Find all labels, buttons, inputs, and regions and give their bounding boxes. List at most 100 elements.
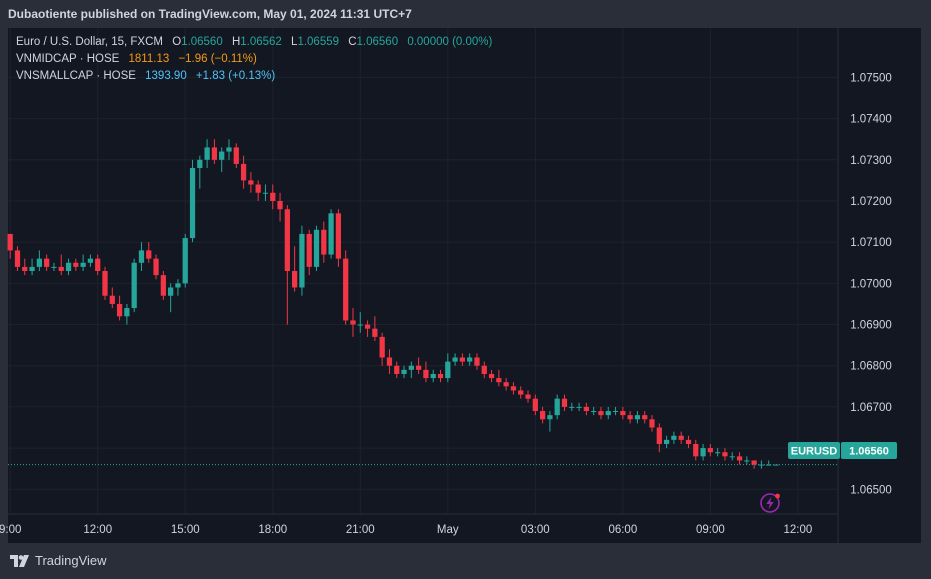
legend-vnmidcap[interactable]: VNMIDCAP · HOSE 1811.13 −1.96 (−0.11%) (16, 51, 492, 68)
candle (510, 382, 517, 395)
candle (87, 254, 94, 267)
candle (445, 353, 451, 383)
legend-main-series[interactable]: Euro / U.S. Dollar, 15, FXCM O1.06560 H1… (16, 34, 492, 51)
candle (372, 316, 378, 342)
candle (766, 460, 772, 466)
candle-body (240, 163, 247, 181)
candle-body (634, 415, 641, 420)
candle-body (488, 373, 495, 379)
candle-body (233, 147, 239, 164)
candle-body (248, 180, 254, 185)
candle (197, 155, 203, 189)
symbol-tag-label: EURUSD (791, 446, 838, 458)
legend-vnsmallcap[interactable]: VNSMALLCAP · HOSE 1393.90 +1.83 (+0.13%) (16, 68, 492, 85)
candle (277, 192, 283, 222)
candle-body (678, 435, 684, 440)
candle (248, 172, 254, 193)
candle (146, 242, 152, 263)
candle-body (591, 411, 597, 413)
candle-body (401, 369, 407, 374)
price-tag-bg (841, 442, 897, 459)
candle (488, 369, 495, 383)
candle (401, 365, 407, 379)
tradingview-brand: TradingView (35, 553, 107, 568)
candle-body (554, 398, 560, 416)
candle-body (335, 213, 342, 259)
time-tick-label: 03:00 (521, 524, 550, 536)
price-tag-label: 1.06560 (849, 446, 889, 458)
candle (51, 262, 57, 271)
candle-body (539, 411, 546, 420)
candle (168, 283, 174, 313)
candle (576, 402, 582, 412)
candle (219, 147, 225, 173)
price-tick-label: 1.07400 (850, 114, 892, 126)
candle (343, 250, 349, 325)
candle-body (481, 365, 487, 374)
candle-body (124, 308, 130, 317)
candle (313, 225, 320, 271)
candle (496, 369, 502, 387)
candle (270, 184, 276, 210)
candle (14, 246, 21, 271)
candle-body (379, 336, 385, 358)
symbol-tag-bg (788, 442, 840, 459)
candle (95, 254, 101, 276)
time-tick-label: May (437, 524, 459, 536)
candle-body (663, 439, 670, 444)
candle-body (503, 382, 509, 387)
candle (591, 406, 597, 416)
time-axis[interactable]: 9:00 12:00 15:00 18:00 21:00 May 03:00 06:00 09:… (0, 524, 812, 536)
candle (364, 320, 371, 337)
legend-high-label: H (231, 36, 241, 48)
price-axis[interactable]: 1.07500 1.07400 1.07300 1.07200 1.07100 1.070… (850, 72, 892, 496)
candle-body (547, 415, 553, 420)
candle (240, 155, 247, 189)
legend-vnsmallcap-value: 1393.90 (145, 70, 187, 82)
publisher-text: Dubaotiente published on TradingView.com… (8, 7, 412, 21)
candle-body (44, 258, 50, 267)
candle (561, 394, 568, 412)
candle-body (766, 464, 772, 466)
candle-body (58, 266, 64, 271)
candle-body (685, 439, 692, 444)
candle-body (576, 406, 582, 408)
candle-body (80, 262, 86, 267)
candle-body (14, 250, 21, 267)
candle (306, 229, 312, 276)
candle-body (299, 233, 305, 288)
candle-body (751, 460, 757, 465)
legend-vnmidcap-change: −1.96 (−0.11%) (178, 53, 257, 65)
candle (175, 279, 181, 296)
candle (182, 233, 188, 288)
candle (583, 402, 589, 416)
time-tick-label: 21:00 (346, 524, 375, 536)
candle (554, 394, 560, 420)
candle (153, 254, 159, 280)
candle (715, 448, 721, 457)
candle (233, 143, 239, 169)
tradingview-logo[interactable]: TradingView (10, 553, 107, 568)
candle (430, 369, 436, 383)
candle (532, 394, 538, 416)
candles (7, 139, 779, 469)
candle-body (693, 443, 699, 457)
candle-body (102, 271, 108, 296)
candle (65, 258, 72, 276)
time-tick-label: 9:00 (0, 524, 21, 536)
legend-vnmidcap-value: 1811.13 (128, 53, 170, 65)
candle-body (452, 357, 458, 362)
candle (255, 180, 261, 201)
candle (284, 205, 290, 325)
candle-body (423, 369, 429, 379)
candle-body (211, 147, 218, 160)
candle-body (612, 411, 619, 413)
chart-frame[interactable] (8, 28, 921, 543)
candle-body (87, 258, 94, 263)
candle-body (138, 250, 145, 263)
time-tick-label: 12:00 (83, 524, 112, 536)
candle-body (415, 365, 422, 370)
lightning-bolt-icon[interactable] (760, 493, 780, 513)
candle (73, 258, 79, 271)
